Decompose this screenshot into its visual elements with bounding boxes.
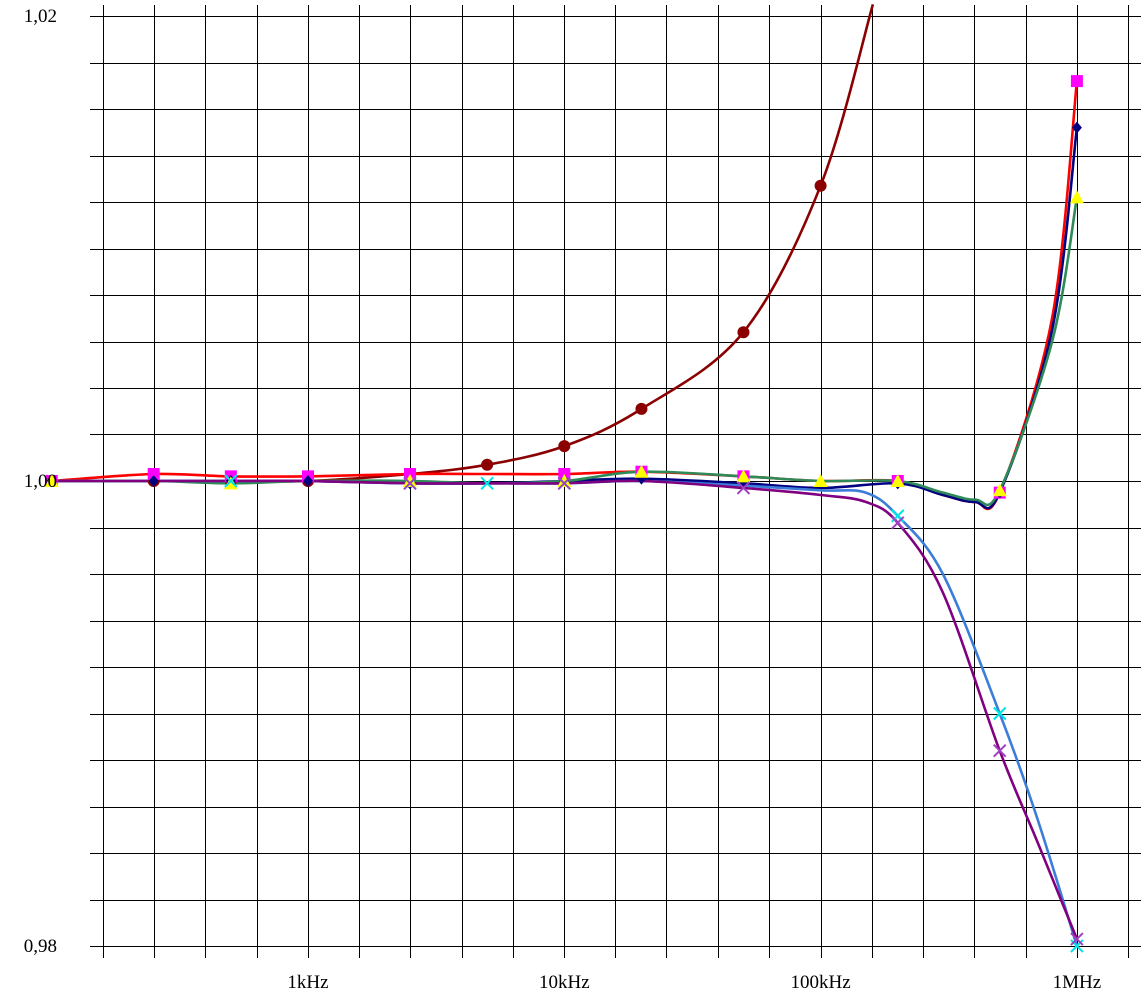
data-point-stroke	[480, 476, 494, 491]
data-point	[635, 402, 648, 415]
data-point-stroke	[993, 706, 1007, 721]
data-point-stroke	[1070, 932, 1084, 946]
data-point	[557, 474, 572, 487]
data-point	[993, 706, 1007, 721]
data-point	[634, 464, 649, 478]
data-point-stroke	[993, 743, 1007, 758]
data-point	[1069, 190, 1084, 204]
data-point	[224, 474, 238, 488]
data-point	[737, 326, 750, 339]
data-point	[993, 743, 1007, 758]
data-point	[403, 476, 417, 491]
data-point	[736, 469, 751, 483]
x-tick-label: 100kHz	[791, 972, 851, 992]
data-point	[1070, 932, 1084, 946]
data-point	[814, 179, 827, 192]
data-point	[402, 474, 417, 487]
data-point	[1070, 75, 1083, 88]
data-point-stroke	[224, 474, 238, 488]
data-point	[148, 475, 159, 487]
data-point	[44, 474, 59, 487]
x-tick-label: 1MHz	[1053, 972, 1102, 992]
y-tick-label: 1,02	[24, 6, 57, 27]
data-point	[736, 481, 751, 495]
data-point-stroke	[891, 516, 905, 530]
data-point	[223, 476, 238, 490]
data-point	[303, 475, 313, 487]
y-tick-label: 0,98	[24, 936, 57, 957]
data-point	[557, 476, 572, 491]
data-point	[813, 474, 828, 487]
markers-group	[44, 75, 1084, 953]
data-point-stroke	[557, 476, 572, 491]
data-point	[480, 476, 494, 491]
data-point-stroke	[736, 481, 751, 495]
y-tick-label: 1,00	[24, 471, 57, 492]
data-point	[992, 483, 1007, 497]
data-point	[890, 474, 905, 487]
tick-labels: 1,02 1,00 0,98 1kHz 10kHz 100kHz 1MHz	[24, 6, 1101, 992]
x-tick-label: 10kHz	[539, 972, 590, 992]
data-point	[147, 468, 160, 481]
series-line	[51, 479, 1079, 940]
data-point-stroke	[403, 476, 417, 491]
data-point	[558, 440, 571, 453]
data-point	[481, 458, 494, 471]
data-point	[891, 509, 905, 523]
data-point	[1071, 121, 1082, 134]
data-point	[891, 516, 905, 530]
x-tick-label: 1kHz	[287, 972, 328, 992]
